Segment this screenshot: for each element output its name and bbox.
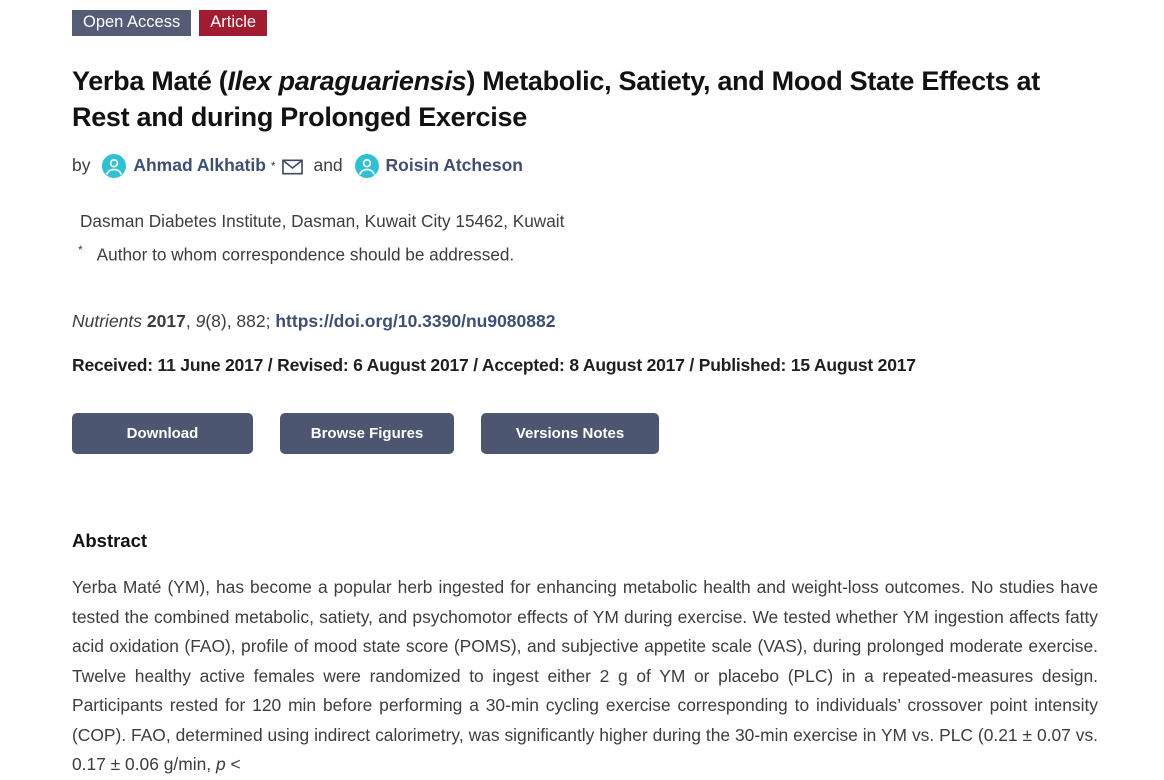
download-button[interactable]: Download — [72, 413, 253, 455]
byline: by Ahmad Alkhatib * and Roisin Atcheson — [72, 153, 1098, 178]
affiliation: Dasman Diabetes Institute, Dasman, Kuwai… — [80, 210, 565, 231]
person-avatar-icon — [102, 153, 127, 178]
article-title: Yerba Maté (Ilex paraguariensis) Metabol… — [72, 65, 1040, 132]
browse-figures-button[interactable]: Browse Figures — [280, 413, 454, 455]
person-avatar-icon — [354, 153, 379, 178]
article-type-badge: Article — [199, 10, 268, 36]
open-access-badge: Open Access — [72, 10, 192, 36]
corresponding-author-marker: * — [270, 158, 276, 173]
envelope-icon[interactable] — [281, 159, 303, 175]
author-link-ahmad-alkhatib[interactable]: Ahmad Alkhatib — [133, 155, 266, 175]
correspondence-marker: * — [78, 242, 83, 257]
correspondence-note: * Author to whom correspondence should be… — [72, 243, 1098, 266]
abstract-text: Yerba Maté (YM), has become a popular he… — [72, 577, 1098, 775]
correspondence-text: Author to whom correspondence should be … — [96, 244, 515, 265]
author-link-roisin-atcheson[interactable]: Roisin Atcheson — [385, 155, 523, 175]
badge-row: Open Access Article — [72, 10, 1098, 36]
citation-line: Nutrients 2017, 9(8), 882; https://doi.o… — [72, 311, 556, 332]
abstract-heading: Abstract — [72, 530, 148, 552]
by-label: by — [72, 155, 96, 175]
versions-notes-button[interactable]: Versions Notes — [481, 413, 659, 455]
and-label: and — [308, 155, 348, 175]
publication-history: Received: 11 June 2017 / Revised: 6 Augu… — [72, 355, 916, 376]
action-button-row: Download Browse Figures Versions Notes — [72, 413, 1098, 455]
